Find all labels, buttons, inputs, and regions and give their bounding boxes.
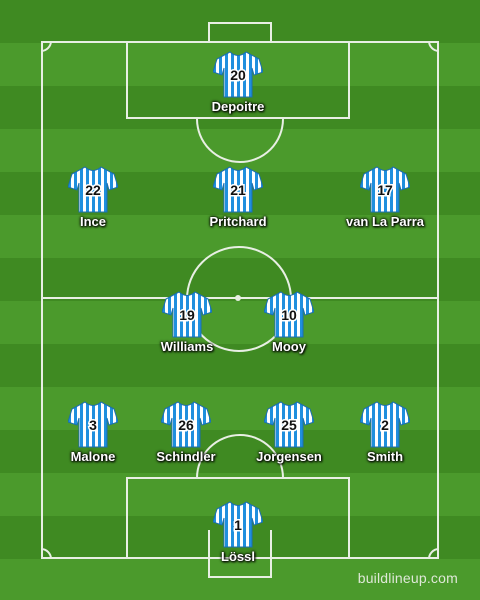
shirt-number: 20 [230, 67, 246, 83]
player-name: Smith [366, 449, 404, 464]
shirt-icon: 3 [68, 401, 118, 448]
shirt-icon: 21 [213, 166, 263, 213]
shirt-number: 21 [230, 182, 246, 198]
player-name: Pritchard [209, 214, 267, 229]
center-spot [235, 295, 241, 301]
shirt-icon: 17 [360, 166, 410, 213]
shirt-icon: 20 [213, 51, 263, 98]
shirt-number: 26 [178, 417, 194, 433]
top-goal-area [208, 22, 272, 43]
shirt-number: 10 [281, 307, 297, 323]
shirt-number: 19 [179, 307, 195, 323]
shirt-number: 17 [377, 182, 393, 198]
player-name: Mooy [272, 339, 306, 354]
player-smith[interactable]: 2 Smith [325, 400, 445, 464]
player-malone[interactable]: 3 Malone [33, 400, 153, 464]
top-penalty-box [126, 41, 350, 119]
shirt-number: 22 [85, 182, 101, 198]
bottom-penalty-box [126, 477, 350, 559]
bottom-goal-area [208, 530, 272, 578]
player-name: Malone [70, 449, 116, 464]
player-mooy[interactable]: 10 Mooy [229, 290, 349, 354]
shirt-icon: 26 [161, 401, 211, 448]
player-name: Schindler [156, 449, 216, 464]
player-schindler[interactable]: 26 Schindler [126, 400, 246, 464]
corner-arc-bottom-left [41, 548, 52, 559]
pitch-boundary [41, 41, 439, 559]
shirt-icon: 2 [360, 401, 410, 448]
shirt-icon: 25 [264, 401, 314, 448]
shirt-number: 25 [281, 417, 297, 433]
player-jorgensen[interactable]: 25 Jorgensen [229, 400, 349, 464]
shirt-number: 2 [381, 417, 389, 433]
watermark: buildlineup.com [357, 570, 458, 586]
shirt-number: 1 [234, 517, 242, 533]
shirt-icon: 19 [162, 291, 212, 338]
corner-arc-top-left [41, 41, 52, 52]
shirt-icon: 22 [68, 166, 118, 213]
player-name: Ince [79, 214, 106, 229]
player-name: van La Parra [345, 214, 425, 229]
player-ince[interactable]: 22 Ince [33, 165, 153, 229]
player-name: Depoitre [211, 99, 265, 114]
player-pritchard[interactable]: 21 Pritchard [178, 165, 298, 229]
player-depoitre[interactable]: 20 Depoitre [178, 50, 298, 114]
player-lossl[interactable]: 1 Lössl [178, 500, 298, 564]
corner-arc-bottom-right [428, 548, 439, 559]
player-name: Williams [160, 339, 214, 354]
player-name: Jorgensen [256, 449, 322, 464]
shirt-number: 3 [89, 417, 97, 433]
player-williams[interactable]: 19 Williams [127, 290, 247, 354]
player-van-la-parra[interactable]: 17 van La Parra [325, 165, 445, 229]
shirt-icon: 1 [213, 501, 263, 548]
player-name: Lössl [221, 549, 255, 564]
corner-arc-top-right [428, 41, 439, 52]
shirt-icon: 10 [264, 291, 314, 338]
